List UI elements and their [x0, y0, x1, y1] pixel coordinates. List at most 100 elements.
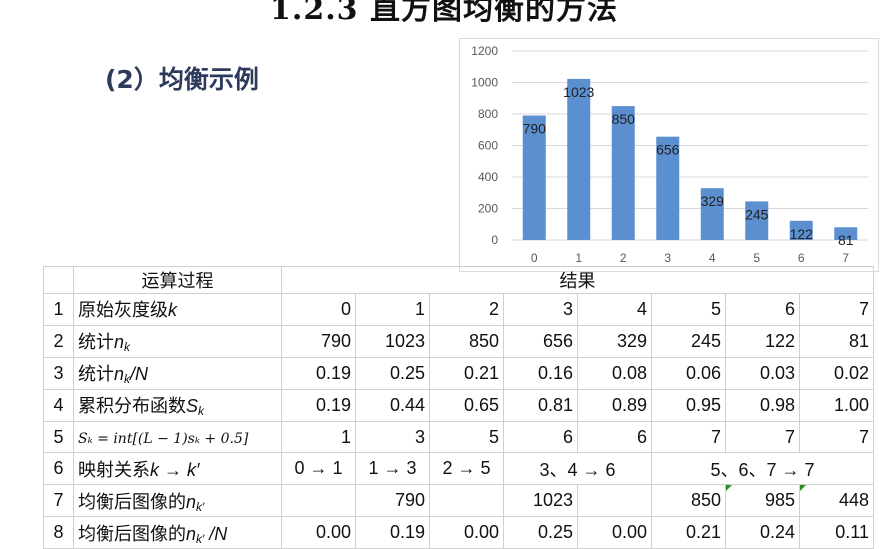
value-cell: 6 — [503, 420, 578, 454]
value-cell: 3 — [355, 420, 430, 454]
table-row: 6 映射关系k → k′ 0 → 1 1 → 3 2 → 5 3、4 → 6 5… — [43, 452, 874, 486]
value-cell: 790 — [355, 484, 430, 518]
value-cell: 0.21 — [429, 356, 504, 390]
value-cell — [281, 484, 356, 518]
value-cell: 0.89 — [577, 388, 652, 422]
value-cell: 0.08 — [577, 356, 652, 390]
bar-7 — [834, 227, 858, 240]
y-tick-label: 600 — [478, 139, 498, 153]
data-label: 81 — [838, 232, 854, 248]
value-cell: 81 — [799, 324, 874, 358]
row-label: Sₖ = int[(L − 1)sₖ + 0.5] — [73, 420, 282, 454]
value-cell: 0.65 — [429, 388, 504, 422]
row-label: 映射关系k → k′ — [73, 452, 282, 486]
value-cell: 0.19 — [281, 388, 356, 422]
row-index: 3 — [43, 356, 74, 390]
value-cell: 4 — [577, 293, 652, 326]
slide-heading: 1.2.3 直方图均衡的方法 — [270, 0, 618, 27]
y-tick-label: 800 — [478, 107, 498, 121]
x-tick-label: 2 — [620, 251, 627, 265]
histogram-chart: 0 200 400 600 800 1000 1200 790 0 1023 1 850 2 656 3 32… — [459, 38, 879, 272]
data-label: 1023 — [563, 84, 594, 100]
data-label: 790 — [523, 121, 547, 137]
bar-0 — [522, 115, 546, 240]
x-tick-label: 7 — [842, 251, 849, 265]
x-tick-label: 5 — [753, 251, 760, 265]
data-label: 245 — [745, 206, 769, 222]
value-cell: 5 — [651, 293, 726, 326]
table-header-row: 运算过程 结果 — [43, 266, 874, 294]
x-tick-label: 4 — [709, 251, 716, 265]
header-process: 运算过程 — [73, 266, 282, 294]
y-tick-label: 1200 — [471, 44, 498, 58]
y-tick-label: 1000 — [471, 76, 498, 90]
value-cell: 0.81 — [503, 388, 578, 422]
value-cell — [429, 484, 504, 518]
formula-text: Sₖ = int[(L − 1)sₖ + 0.5] — [78, 430, 249, 447]
bar-4 — [700, 188, 724, 240]
value-cell: 0.44 — [355, 388, 430, 422]
header-index-cell — [43, 266, 74, 294]
value-cell: 985 — [725, 484, 800, 518]
row-label: 统计nk — [73, 324, 282, 358]
value-cell: 0.02 — [799, 356, 874, 390]
value-cell: 0.06 — [651, 356, 726, 390]
value-cell: 1.00 — [799, 388, 874, 422]
value-cell: 0.03 — [725, 356, 800, 390]
value-cell: 0 — [281, 293, 356, 326]
value-cell: 7 — [799, 420, 874, 454]
data-label: 122 — [790, 226, 814, 242]
x-tick-label: 3 — [664, 251, 671, 265]
data-label: 850 — [612, 111, 636, 127]
row-index: 2 — [43, 324, 74, 358]
value-cell: 2 — [429, 293, 504, 326]
bar-2 — [611, 106, 635, 240]
bar-3 — [656, 136, 680, 240]
row-index: 7 — [43, 484, 74, 518]
value-cell: 850 — [429, 324, 504, 358]
y-tick-label: 400 — [478, 170, 498, 184]
y-tick-label: 0 — [491, 233, 498, 247]
data-label: 329 — [701, 193, 725, 209]
table-row: 4 累积分布函数Sk 0.19 0.44 0.65 0.81 0.89 0.95 0.98 1… — [43, 388, 874, 422]
value-cell: 1023 — [503, 484, 578, 518]
table-row: 2 统计nk 790 1023 850 656 329 245 122 81 — [43, 324, 874, 358]
row-label: 均衡后图像的nk′ — [73, 484, 282, 518]
row-index: 5 — [43, 420, 74, 454]
mapping-cell: 1 → 3 — [355, 452, 430, 486]
row-label: 统计nk/N — [73, 356, 282, 390]
section-subheading: (2）均衡示例 — [105, 65, 259, 94]
header-result: 结果 — [281, 266, 874, 294]
y-tick-label: 200 — [478, 202, 498, 216]
value-cell: 0.16 — [503, 356, 578, 390]
value-cell: 3 — [503, 293, 578, 326]
value-cell: 850 — [651, 484, 726, 518]
value-cell: 1 — [355, 293, 430, 326]
value-cell: 790 — [281, 324, 356, 358]
value-cell: 7 — [651, 420, 726, 454]
x-tick-label: 6 — [798, 251, 805, 265]
value-cell: 245 — [651, 324, 726, 358]
mapping-cell: 5、6、7 → 7 — [651, 452, 874, 486]
table-row: 7 均衡后图像的nk′ 790 1023 850 985 448 — [43, 484, 874, 518]
row-label: 原始灰度级k — [73, 293, 282, 326]
mapping-cell: 0 → 1 — [281, 452, 356, 486]
value-cell: 329 — [577, 324, 652, 358]
value-cell: 656 — [503, 324, 578, 358]
value-cell: 1 — [281, 420, 356, 454]
value-cell: 0.98 — [725, 388, 800, 422]
table-row: 3 统计nk/N 0.19 0.25 0.21 0.16 0.08 0.06 0.03 0.0… — [43, 356, 874, 390]
row-index: 4 — [43, 388, 74, 422]
data-label: 656 — [656, 142, 680, 158]
histogram-svg: 0 200 400 600 800 1000 1200 790 0 1023 1 850 2 656 3 32… — [471, 44, 868, 265]
row-label: 累积分布函数Sk — [73, 388, 282, 422]
value-cell: 7 — [799, 293, 874, 326]
x-tick-label: 1 — [575, 251, 582, 265]
bar-5 — [745, 201, 769, 240]
mapping-cell: 3、4 → 6 — [503, 452, 652, 486]
value-cell: 0.19 — [281, 356, 356, 390]
value-cell: 6 — [725, 293, 800, 326]
